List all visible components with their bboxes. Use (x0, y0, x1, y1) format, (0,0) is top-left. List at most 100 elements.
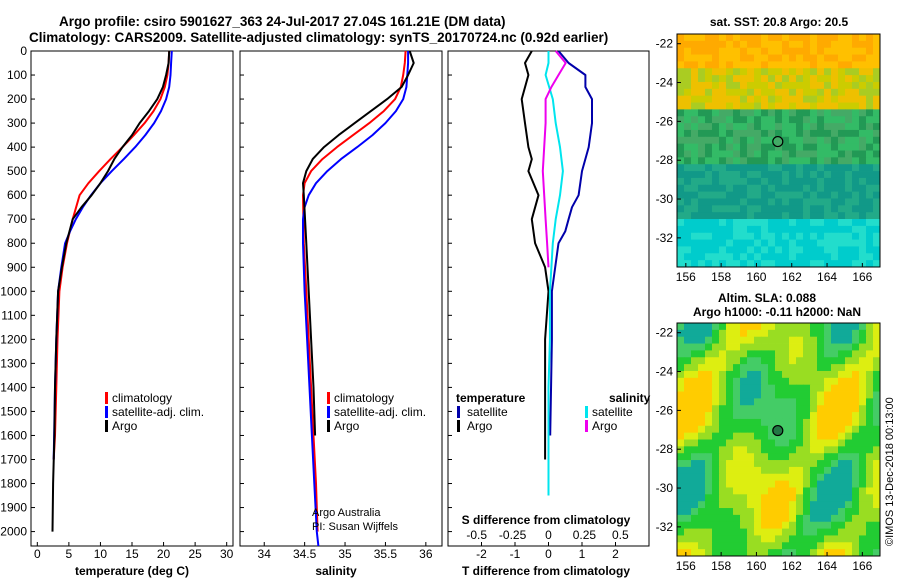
map-cell (866, 177, 874, 186)
map-cell (698, 123, 706, 131)
map-cell (684, 350, 692, 358)
map-cell (775, 370, 783, 379)
map-cell (691, 535, 699, 543)
map-cell (733, 357, 741, 365)
map-cell (754, 384, 762, 392)
map-cell (754, 501, 762, 509)
series-line-argo (302, 50, 415, 436)
map-cell (761, 391, 769, 399)
map-cell (852, 535, 860, 543)
map-cell (782, 260, 790, 268)
map-cell (691, 143, 699, 151)
map-cell (740, 47, 748, 55)
map-cell (789, 508, 797, 516)
map-cell (705, 143, 713, 151)
map-cell (838, 323, 846, 331)
map-cell (691, 109, 699, 117)
depth-tick-label: 200 (7, 92, 27, 106)
map-cell (845, 384, 853, 392)
map-cell (712, 198, 720, 206)
map-cell (866, 480, 874, 488)
map-cell (873, 205, 881, 213)
map-cell (740, 377, 748, 386)
temperature-legend: climatology satellite-adj. clim. Argo (105, 391, 204, 433)
map-cell (775, 453, 783, 461)
map-cell (789, 246, 797, 254)
map-cell (845, 116, 853, 124)
map-cell (873, 212, 881, 220)
map-cell (712, 432, 720, 440)
map-cell (817, 109, 825, 117)
map-cell (831, 514, 839, 523)
map-cell (873, 425, 881, 434)
map-cell (873, 109, 881, 117)
map-cell (810, 47, 818, 55)
map-cell (866, 466, 874, 475)
map-cell (782, 384, 790, 392)
map-cell (705, 260, 713, 268)
map-cell (873, 480, 881, 488)
map-cell (824, 446, 832, 454)
map-cell (803, 398, 811, 406)
map-cell (817, 150, 825, 158)
map-cell (824, 453, 832, 461)
map-cell (733, 212, 741, 220)
map-cell (740, 370, 748, 379)
map-cell (754, 508, 762, 516)
map-cell (782, 61, 790, 69)
lat-tick-label: -28 (656, 442, 674, 456)
map-cell (705, 439, 713, 447)
map-cell (712, 508, 720, 516)
map-cell (810, 432, 818, 440)
map-cell (831, 177, 839, 186)
map-cell (698, 219, 706, 227)
map-cell (859, 432, 867, 440)
map-cell (698, 47, 706, 55)
map-cell (754, 68, 762, 76)
map-cell (733, 157, 741, 165)
map-cell (838, 198, 846, 206)
map-cell (803, 466, 811, 475)
map-cell (817, 129, 825, 138)
map-cell (775, 535, 783, 543)
map-cell (866, 81, 874, 90)
map-cell (740, 418, 748, 427)
map-cell (691, 549, 699, 557)
map-cell (810, 549, 818, 557)
map-cell (789, 253, 797, 261)
map-cell (677, 75, 685, 83)
lat-tick-label: -30 (656, 192, 674, 206)
map-cell (684, 487, 692, 495)
map-cell (852, 508, 860, 516)
map-cell (677, 47, 685, 55)
map-cell (677, 109, 685, 117)
map-cell (712, 150, 720, 158)
map-cell (803, 508, 811, 516)
map-cell (712, 418, 720, 427)
map-cell (712, 542, 720, 550)
map-cell (817, 40, 825, 49)
map-cell (789, 219, 797, 227)
map-cell (873, 225, 881, 234)
map-cell (726, 412, 734, 420)
map-cell (824, 219, 832, 227)
map-cell (698, 75, 706, 83)
map-cell (782, 453, 790, 461)
map-cell (698, 232, 706, 240)
map-cell (719, 439, 727, 447)
map-cell (698, 514, 706, 523)
map-cell (719, 239, 727, 247)
lon-tick-label: 160 (746, 559, 766, 573)
map-cell (866, 514, 874, 523)
map-cell (740, 136, 748, 145)
map-cell (754, 377, 762, 386)
map-cell (838, 219, 846, 227)
map-cell (719, 246, 727, 254)
map-cell (817, 521, 825, 529)
depth-tick-label: 1700 (0, 452, 27, 466)
map-cell (789, 260, 797, 268)
map-cell (712, 377, 720, 386)
map-cell (740, 75, 748, 83)
map-cell (726, 219, 734, 227)
map-cell (831, 75, 839, 83)
